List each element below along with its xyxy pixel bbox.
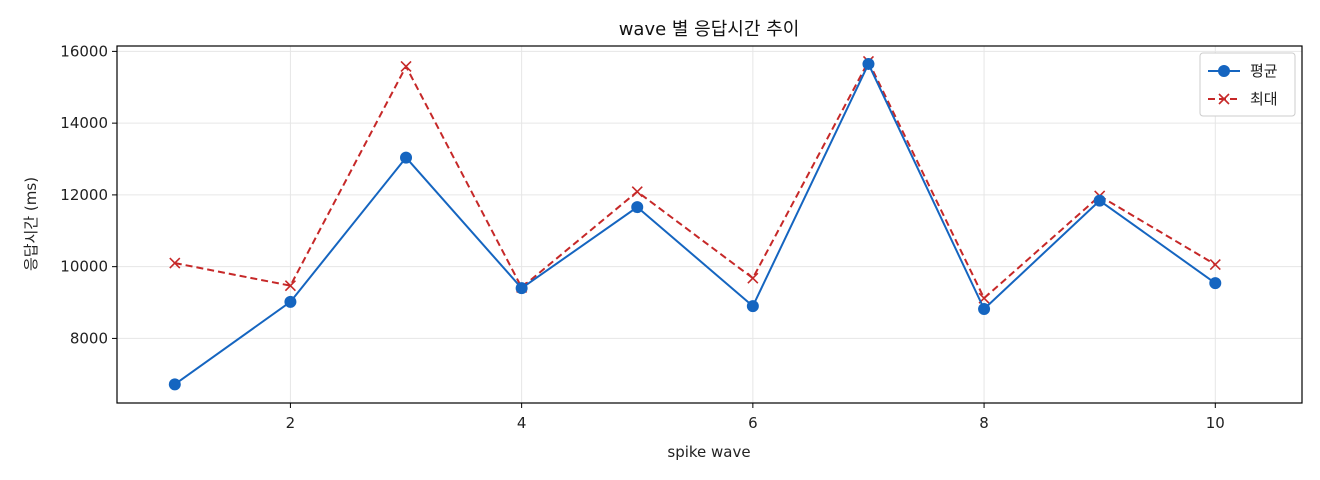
series-layer [168,55,1222,391]
series-0 [168,57,1222,391]
legend-label: 평균 [1250,62,1278,80]
x-tick-label: 8 [979,414,989,432]
series-1-point [169,257,181,269]
series-0-point [862,57,875,70]
x-axis-label: spike wave [667,443,750,461]
series-1-point-stroke [400,60,412,73]
y-tick-label: 10000 [60,258,108,276]
series-1-point-stroke [747,272,759,284]
series-1-point-stroke [169,257,181,269]
series-1-line [174,60,1216,300]
series-0-point [284,295,297,308]
series-1-point [631,186,643,198]
series-0-point [1093,194,1106,207]
legend-point [1218,93,1230,105]
y-axis-label: 응답시간 (ms) [22,177,40,271]
plot-area-frame [116,45,1303,404]
y-tick-label: 16000 [60,42,108,60]
x-tick-label: 4 [517,414,527,432]
y-tick-label: 14000 [60,114,108,132]
series-0-point [168,378,181,391]
y-tick-label: 12000 [60,186,108,204]
series-0-point [746,300,759,313]
series-0-point [515,282,528,295]
series-0-point [400,151,413,164]
series-1-point [400,60,412,73]
legend-label: 최대 [1250,90,1278,108]
series-0-point [978,302,991,315]
series-1-point-stroke [631,186,643,198]
series-0-point [1209,277,1222,290]
series-1-point-stroke [284,280,296,292]
series-1-point [1209,258,1221,271]
axis-ticks: 2 4 6 8 10 8000 10000 12000 14000 16000 [60,42,1225,432]
y-tick-label: 8000 [70,329,108,347]
legend-point [1218,65,1230,77]
series-1-point [284,280,296,292]
series-1-point-stroke [1209,258,1221,271]
legend-frame [1199,52,1296,117]
x-tick-label: 10 [1206,414,1225,432]
grid-lines [117,46,1302,403]
legend-item: 평균 [1208,62,1278,80]
chart-title: wave 별 응답시간 추이 [619,19,800,40]
series-0-point [631,201,644,214]
x-tick-label: 2 [286,414,296,432]
legend-point-stroke [1218,93,1230,105]
legend-item: 최대 [1208,90,1278,108]
series-1-point [747,272,759,284]
series-0-line [174,62,1216,386]
x-tick-label: 6 [748,414,758,432]
